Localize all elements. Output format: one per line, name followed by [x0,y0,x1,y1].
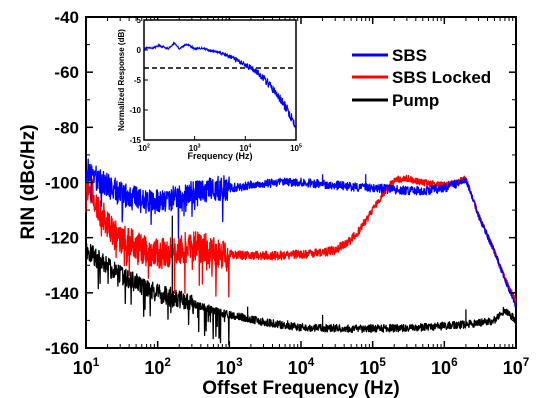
y-tick-label-3: -100 [45,174,79,193]
series-line-pump [85,243,517,346]
x-tick-label-4: 105 [359,356,386,378]
y-tick-label-5: -140 [45,284,79,303]
inset-y-tick-label-4: -15 [129,136,141,145]
x-axis-title: Offset Frequency (Hz) [202,378,399,398]
x-tick-label-3: 104 [288,356,315,378]
series-line-sbs [85,158,517,308]
legend-label-sbs: SBS [392,46,427,65]
x-tick-label-1: 102 [144,356,171,378]
inset-x-tick-label-1: 103 [189,143,201,153]
legend: SBS SBS Locked Pump [352,46,491,110]
inset-y-tick-label-1: 0 [137,46,142,55]
x-tick-label-6: 107 [503,356,530,378]
inset-y-tick-label-2: -5 [134,76,142,85]
legend-label-sbs-locked: SBS Locked [392,68,491,87]
series-line-sbs-locked [85,166,517,303]
inset-y-tick-label-0: 5 [137,16,142,25]
inset-x-tick-label-0: 102 [138,143,150,153]
x-tick-label-0: 101 [73,356,100,378]
inset-x-axis-title: Frequency (Hz) [187,151,252,161]
inset-x-tick-label-2: 104 [239,143,251,153]
x-tick-label-5: 106 [431,356,458,378]
y-tick-label-6: -160 [45,339,79,358]
main-series-group [85,158,517,346]
y-tick-label-2: -80 [54,118,79,137]
inset-chart: 102 103 104 105 5 0 -5 -10 -15 Frequency (Hz) No… [117,16,302,161]
inset-series-line [143,41,297,130]
main-tick-group: 101 102 103 104 105 106 107-40-60-80-100-120-1… [45,8,529,378]
y-tick-label-4: -120 [45,229,79,248]
y-tick-label-0: -40 [54,8,79,27]
inset-series-group: 102 103 104 105 5 0 -5 -10 -15 [129,16,302,153]
x-tick-label-2: 103 [216,356,243,378]
inset-y-axis-title: Normalized Response (dB) [117,29,126,131]
legend-label-pump: Pump [392,91,439,110]
y-tick-label-1: -60 [54,63,79,82]
inset-x-tick-label-3: 105 [290,143,302,153]
inset-plot-frame [143,19,297,141]
inset-y-tick-label-3: -10 [129,106,141,115]
y-axis-title: RIN (dBc/Hz) [18,124,39,239]
